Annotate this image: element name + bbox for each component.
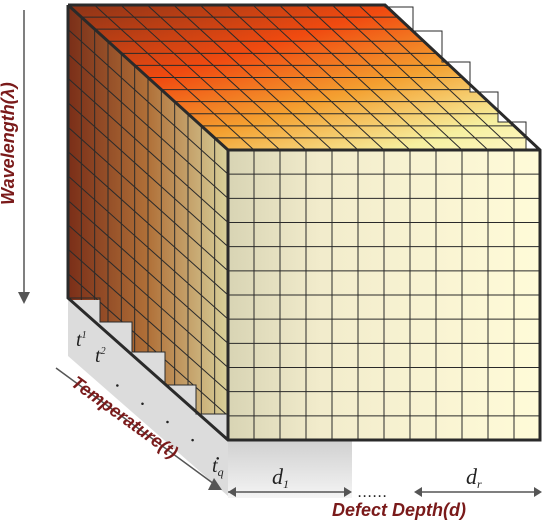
grid-line xyxy=(67,248,229,393)
wavelength-dot xyxy=(34,214,38,218)
depth-right-arrow-icon xyxy=(534,487,542,497)
temperature-arrow-icon xyxy=(208,478,222,490)
grid-line xyxy=(358,4,515,151)
top-stair-cutout xyxy=(385,3,546,150)
lambda-p-1-label: λp-1 xyxy=(31,231,57,255)
side-face-grid xyxy=(67,17,229,429)
wavelength-dot xyxy=(34,99,38,103)
lambda-2-label: λ2 xyxy=(31,41,47,65)
tq-label: tq xyxy=(212,455,224,479)
wavelength-dot xyxy=(34,168,38,172)
top-staircase-mask xyxy=(384,3,546,150)
lambda-1-label: λ1 xyxy=(31,13,47,37)
wavelength-dot xyxy=(34,191,38,195)
lambda-p-label: λp xyxy=(31,259,47,283)
wavelength-dot xyxy=(34,122,38,126)
depth-band-shade xyxy=(228,440,352,498)
d1-label: d1 xyxy=(272,464,289,491)
depth-dots: ...... xyxy=(358,484,388,501)
depth-axis-label: Defect Depth(d) xyxy=(332,500,466,520)
top-face-grid xyxy=(81,4,528,151)
side-stair-edge xyxy=(68,297,228,415)
depth-left-arrow-icon xyxy=(228,487,236,497)
top-stair-edge xyxy=(384,5,527,150)
t2-label: t2 xyxy=(95,345,106,367)
grid-line xyxy=(67,273,229,417)
temperature-axis-line xyxy=(55,367,215,485)
front-face-grid xyxy=(228,150,540,440)
wavelength-axis-label: Wavelength(λ) xyxy=(0,82,18,205)
depth-dr-left-arrow-icon xyxy=(414,487,422,497)
t1-label: t1 xyxy=(76,329,87,351)
cube-outline xyxy=(66,3,542,442)
wavelength-dot xyxy=(34,76,38,80)
depth-d1-right-arrow-icon xyxy=(344,487,352,497)
dr-label: dr xyxy=(466,464,482,491)
wavelength-arrow-icon xyxy=(18,292,30,304)
temperature-strip xyxy=(68,298,228,496)
wavelength-dot xyxy=(34,145,38,149)
wavelength-dots xyxy=(34,76,38,218)
